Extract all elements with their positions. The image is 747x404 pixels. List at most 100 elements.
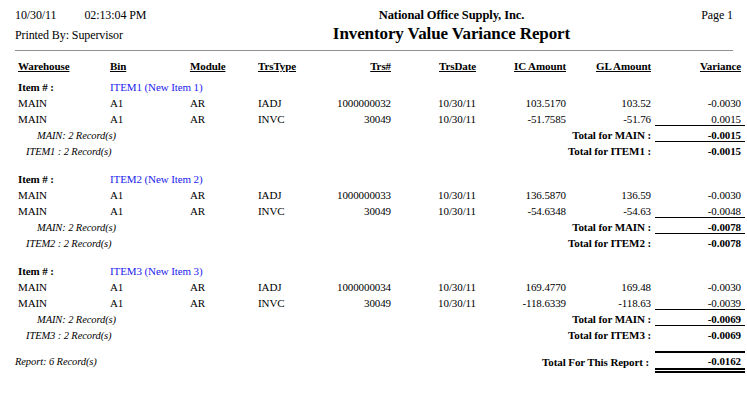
- cell-module: AR: [190, 293, 258, 309]
- cell-warehouse: MAIN: [18, 277, 110, 293]
- cell-gl-amount: 136.59: [570, 185, 655, 201]
- col-trsdate: TrsDate: [395, 53, 480, 72]
- cell-trstype: INVC: [258, 293, 333, 309]
- warehouse-total-row: MAIN: 2 Record(s) Total for MAIN : -0.00…: [18, 309, 745, 325]
- cell-trsdate: 10/30/11: [395, 201, 480, 217]
- col-variance: Variance: [655, 53, 745, 72]
- cell-variance: -0.0039: [655, 293, 745, 309]
- item-record-count: ITEM2 : 2 Record(s): [18, 238, 111, 249]
- cell-bin: A1: [110, 293, 190, 309]
- report-total-label: Total For This Report :: [542, 356, 649, 368]
- item-record-count: ITEM3 : 2 Record(s): [18, 330, 111, 341]
- company-name: National Office Supply, Inc.: [240, 8, 663, 23]
- cell-trsnum: 30049: [333, 201, 395, 217]
- cell-warehouse: MAIN: [18, 293, 110, 309]
- header-left: 10/30/11 02:13:04 PM Printed By: Supervis…: [15, 8, 240, 44]
- item-total-label: Total for ITEM3 :: [480, 325, 655, 341]
- cell-trsnum: 30049: [333, 109, 395, 125]
- cell-trstype: IADJ: [258, 277, 333, 293]
- printed-by: Printed By: Supervisor: [15, 28, 240, 43]
- cell-variance: -0.0030: [655, 93, 745, 109]
- cell-ic-amount: 103.5170: [480, 93, 570, 109]
- item-total-label: Total for ITEM2 :: [480, 233, 655, 249]
- item-label: Item # :: [18, 249, 110, 277]
- cell-trsnum: 30049: [333, 293, 395, 309]
- cell-ic-amount: -51.7585: [480, 109, 570, 125]
- item-label: Item # :: [18, 72, 110, 93]
- table-row: MAIN A1 AR INVC 30049 10/30/11 -54.6348 …: [18, 201, 745, 217]
- cell-module: AR: [190, 93, 258, 109]
- cell-trsnum: 1000000032: [333, 93, 395, 109]
- col-bin: Bin: [110, 53, 190, 72]
- col-warehouse: Warehouse: [18, 53, 110, 72]
- warehouse-record-count: MAIN: 2 Record(s): [18, 130, 116, 141]
- item-total-value: -0.0015: [655, 141, 745, 157]
- cell-variance: -0.0030: [655, 185, 745, 201]
- item-header-row: Item # : ITEM3 (New Item 3): [18, 249, 745, 277]
- warehouse-total-label: Total for MAIN :: [480, 217, 655, 233]
- header-center: National Office Supply, Inc. Inventory V…: [240, 8, 663, 44]
- report-footer: Report: 6 Record(s) Total For This Repor…: [15, 351, 745, 373]
- page-number: Page 1: [663, 8, 733, 44]
- item-total-row: ITEM3 : 2 Record(s) Total for ITEM3 : -0…: [18, 325, 745, 341]
- cell-warehouse: MAIN: [18, 185, 110, 201]
- header-divider: [15, 50, 733, 51]
- cell-trsnum: 1000000033: [333, 185, 395, 201]
- item-label: Item # :: [18, 157, 110, 185]
- table-row: MAIN A1 AR IADJ 1000000032 10/30/11 103.…: [18, 93, 745, 109]
- report-total-value: -0.0162: [655, 351, 745, 373]
- variance-table: Warehouse Bin Module TrsType Trs# TrsDat…: [18, 53, 745, 341]
- cell-gl-amount: -54.63: [570, 201, 655, 217]
- datetime: 10/30/11 02:13:04 PM: [15, 8, 240, 23]
- cell-ic-amount: -54.6348: [480, 201, 570, 217]
- item-total-value: -0.0069: [655, 325, 745, 341]
- col-trsnum: Trs#: [333, 53, 395, 72]
- item-link[interactable]: ITEM2 (New Item 2): [110, 157, 745, 185]
- cell-variance: 0.0015: [655, 109, 745, 125]
- cell-gl-amount: 169.48: [570, 277, 655, 293]
- item-header-row: Item # : ITEM2 (New Item 2): [18, 157, 745, 185]
- cell-gl-amount: 103.52: [570, 93, 655, 109]
- cell-trstype: IADJ: [258, 93, 333, 109]
- col-gl-amount: GL Amount: [570, 53, 655, 72]
- cell-gl-amount: -51.76: [570, 109, 655, 125]
- cell-trsdate: 10/30/11: [395, 109, 480, 125]
- cell-trstype: INVC: [258, 201, 333, 217]
- item-link[interactable]: ITEM3 (New Item 3): [110, 249, 745, 277]
- cell-ic-amount: 169.4770: [480, 277, 570, 293]
- item-total-row: ITEM1 : 2 Record(s) Total for ITEM1 : -0…: [18, 141, 745, 157]
- print-time: 02:13:04 PM: [84, 8, 146, 22]
- print-date: 10/30/11: [15, 8, 56, 22]
- warehouse-record-count: MAIN: 2 Record(s): [18, 222, 116, 233]
- cell-bin: A1: [110, 93, 190, 109]
- cell-trsdate: 10/30/11: [395, 293, 480, 309]
- item-link[interactable]: ITEM1 (New Item 1): [110, 72, 745, 93]
- cell-trsdate: 10/30/11: [395, 93, 480, 109]
- col-ic-amount: IC Amount: [480, 53, 570, 72]
- report-header: 10/30/11 02:13:04 PM Printed By: Supervis…: [0, 0, 747, 44]
- warehouse-total-label: Total for MAIN :: [480, 309, 655, 325]
- cell-trstype: INVC: [258, 109, 333, 125]
- cell-module: AR: [190, 185, 258, 201]
- cell-ic-amount: 136.5870: [480, 185, 570, 201]
- table-row: MAIN A1 AR IADJ 1000000033 10/30/11 136.…: [18, 185, 745, 201]
- warehouse-record-count: MAIN: 2 Record(s): [18, 314, 116, 325]
- item-total-row: ITEM2 : 2 Record(s) Total for ITEM2 : -0…: [18, 233, 745, 249]
- warehouse-total-value: -0.0069: [655, 309, 745, 325]
- col-trstype: TrsType: [258, 53, 333, 72]
- item-record-count: ITEM1 : 2 Record(s): [18, 146, 111, 157]
- report-record-count: Report: 6 Record(s): [15, 356, 97, 367]
- cell-bin: A1: [110, 185, 190, 201]
- cell-trsdate: 10/30/11: [395, 277, 480, 293]
- cell-trsnum: 1000000034: [333, 277, 395, 293]
- col-module: Module: [190, 53, 258, 72]
- warehouse-total-row: MAIN: 2 Record(s) Total for MAIN : -0.00…: [18, 217, 745, 233]
- table-row: MAIN A1 AR IADJ 1000000034 10/30/11 169.…: [18, 277, 745, 293]
- item-total-value: -0.0078: [655, 233, 745, 249]
- cell-module: AR: [190, 109, 258, 125]
- warehouse-total-row: MAIN: 2 Record(s) Total for MAIN : -0.00…: [18, 125, 745, 141]
- cell-warehouse: MAIN: [18, 201, 110, 217]
- column-header-row: Warehouse Bin Module TrsType Trs# TrsDat…: [18, 53, 745, 72]
- cell-bin: A1: [110, 201, 190, 217]
- cell-trsdate: 10/30/11: [395, 185, 480, 201]
